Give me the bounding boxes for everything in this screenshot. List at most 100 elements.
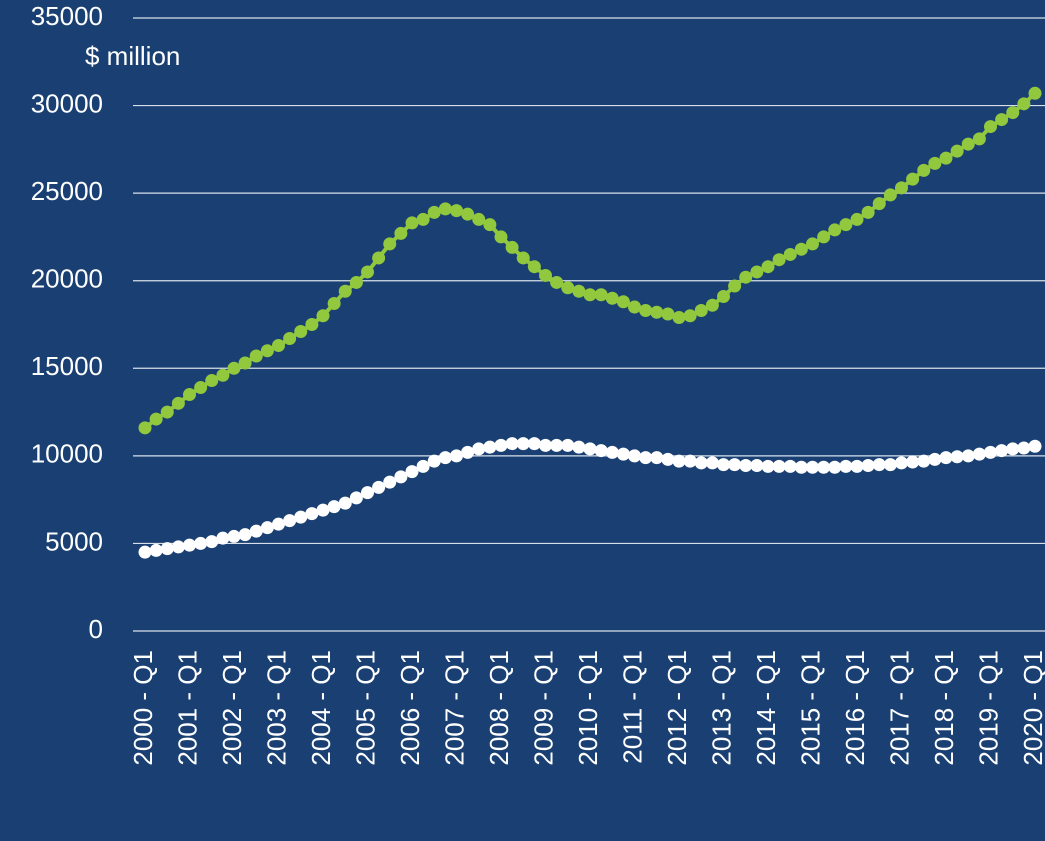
data-point xyxy=(249,349,263,363)
y-tick-label: 0 xyxy=(89,614,103,644)
data-point xyxy=(516,437,530,451)
data-point xyxy=(394,226,408,240)
data-point xyxy=(160,542,174,556)
data-point xyxy=(305,507,319,521)
x-tick-label: 2018 - Q1 xyxy=(929,650,959,766)
data-point xyxy=(717,458,730,472)
data-point xyxy=(928,452,942,466)
data-point xyxy=(427,454,441,468)
data-point xyxy=(917,163,931,177)
data-point xyxy=(349,491,363,505)
data-point xyxy=(650,451,664,465)
data-point xyxy=(171,540,185,554)
data-point xyxy=(972,447,986,461)
x-tick-label: 2009 - Q1 xyxy=(528,650,558,766)
data-point xyxy=(639,303,653,317)
data-point xyxy=(183,538,196,552)
data-point xyxy=(806,460,819,474)
x-tick-label: 2001 - Q1 xyxy=(172,650,202,766)
x-tick-label: 2015 - Q1 xyxy=(795,650,825,766)
data-point xyxy=(216,368,230,382)
data-point xyxy=(494,438,508,452)
data-point xyxy=(1028,86,1042,100)
y-axis-unit: $ million xyxy=(85,41,180,71)
data-point xyxy=(895,181,908,195)
data-point xyxy=(628,300,641,314)
data-point xyxy=(594,444,608,458)
data-point xyxy=(361,486,374,500)
x-tick-label: 2005 - Q1 xyxy=(350,650,380,766)
data-point xyxy=(194,536,208,550)
data-point xyxy=(372,480,386,494)
data-point xyxy=(372,251,386,265)
data-point xyxy=(605,445,619,459)
data-point xyxy=(583,288,597,302)
data-point xyxy=(950,450,964,464)
x-tick-label: 2014 - Q1 xyxy=(751,650,781,766)
data-point xyxy=(984,445,997,459)
data-point xyxy=(794,460,808,474)
data-point xyxy=(694,303,708,317)
data-point xyxy=(316,309,330,323)
data-point xyxy=(383,475,397,489)
data-point xyxy=(672,454,686,468)
data-point xyxy=(995,444,1009,458)
data-point xyxy=(294,510,308,524)
data-point xyxy=(527,260,541,274)
data-point xyxy=(995,113,1009,127)
data-point xyxy=(316,503,330,517)
data-point xyxy=(928,156,942,170)
data-point xyxy=(149,412,163,426)
y-tick-label: 10000 xyxy=(31,439,103,469)
data-point xyxy=(883,188,897,202)
data-point xyxy=(961,137,975,151)
data-point xyxy=(249,524,263,538)
data-point xyxy=(939,151,953,165)
data-point xyxy=(984,120,997,134)
data-point xyxy=(761,260,775,274)
data-point xyxy=(416,459,430,473)
data-point xyxy=(149,543,163,557)
data-point xyxy=(238,528,252,542)
data-point xyxy=(783,459,797,473)
data-point xyxy=(205,374,219,388)
data-point xyxy=(327,296,341,310)
data-point xyxy=(761,459,775,473)
x-tick-label: 2016 - Q1 xyxy=(840,650,870,766)
x-tick-label: 2006 - Q1 xyxy=(395,650,425,766)
x-tick-label: 2011 - Q1 xyxy=(617,650,647,764)
data-point xyxy=(783,247,797,261)
data-point xyxy=(527,437,541,451)
data-point xyxy=(939,451,953,465)
data-point xyxy=(661,452,675,466)
data-point xyxy=(272,517,285,531)
data-point xyxy=(483,440,497,454)
y-tick-label: 15000 xyxy=(31,351,103,381)
data-point xyxy=(427,205,441,219)
data-point xyxy=(438,202,452,216)
data-point xyxy=(750,265,764,279)
data-point xyxy=(661,307,675,321)
data-point xyxy=(917,454,931,468)
data-point xyxy=(616,447,630,461)
data-point xyxy=(906,455,920,469)
y-tick-label: 5000 xyxy=(45,526,103,556)
data-point xyxy=(461,445,475,459)
data-point xyxy=(416,212,430,226)
data-point xyxy=(272,339,285,353)
data-point xyxy=(883,458,897,472)
data-point xyxy=(138,545,152,559)
data-point xyxy=(505,437,519,451)
data-point xyxy=(550,275,564,289)
data-point xyxy=(728,279,742,293)
data-point xyxy=(961,449,975,463)
data-point xyxy=(972,132,986,146)
data-point xyxy=(739,270,753,284)
data-point xyxy=(772,459,786,473)
y-tick-label: 25000 xyxy=(31,176,103,206)
x-tick-label: 2012 - Q1 xyxy=(662,650,692,766)
data-point xyxy=(494,230,508,244)
data-point xyxy=(728,458,742,472)
data-point xyxy=(717,289,730,303)
data-point xyxy=(572,284,586,298)
